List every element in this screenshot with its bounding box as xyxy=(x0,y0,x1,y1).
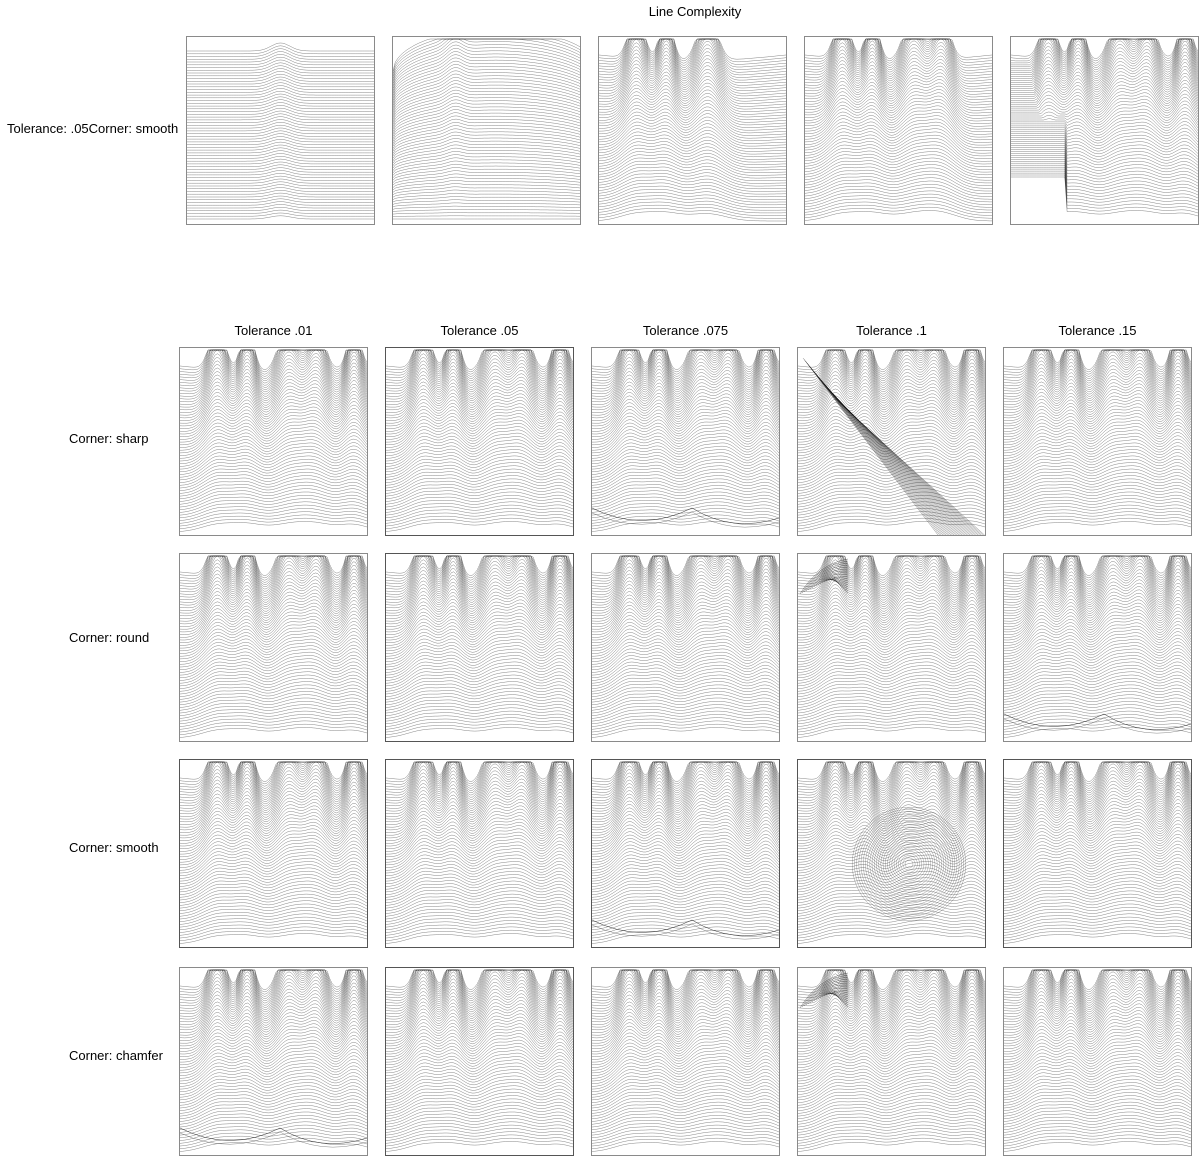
grid-panel-r3-c4 xyxy=(797,759,986,948)
grid-panel-r4-c5 xyxy=(1003,967,1192,1156)
top-panel-3 xyxy=(598,36,787,225)
grid-panel-r3-c2 xyxy=(385,759,574,948)
line-pattern-image xyxy=(1004,555,1191,738)
row-label-chamfer: Corner: chamfer xyxy=(69,1048,163,1063)
grid-panel-r4-c2 xyxy=(385,967,574,1156)
line-pattern-image xyxy=(386,349,573,532)
line-pattern-image xyxy=(386,555,573,738)
top-panel-5 xyxy=(1010,36,1199,225)
grid-panel-r4-c4 xyxy=(797,967,986,1156)
line-pattern-image xyxy=(1004,349,1191,532)
column-header-tolerance-05: Tolerance .05 xyxy=(440,323,519,338)
column-header-tolerance-1: Tolerance .1 xyxy=(856,323,927,338)
line-pattern-image xyxy=(180,761,367,944)
top-panel-4 xyxy=(804,36,993,225)
grid-panel-r1-c3 xyxy=(591,347,780,536)
grid-panel-r1-c4 xyxy=(797,347,986,536)
line-pattern-image xyxy=(393,38,580,220)
line-pattern-image xyxy=(180,349,367,532)
page-title: Line Complexity xyxy=(648,4,742,19)
row-label-round: Corner: round xyxy=(69,630,150,645)
grid-panel-r2-c5 xyxy=(1003,553,1192,742)
line-pattern-image xyxy=(1011,38,1198,217)
line-pattern-image xyxy=(798,349,985,535)
grid-panel-r1-c1 xyxy=(179,347,368,536)
grid-panel-r1-c2 xyxy=(385,347,574,536)
grid-panel-r3-c1 xyxy=(179,759,368,948)
line-pattern-image xyxy=(187,42,374,220)
grid-panel-r3-c3 xyxy=(591,759,780,948)
column-header-tolerance-075: Tolerance .075 xyxy=(642,323,729,338)
grid-panel-r2-c1 xyxy=(179,553,368,742)
grid-panel-r2-c2 xyxy=(385,553,574,742)
top-panel-1 xyxy=(186,36,375,225)
line-pattern-image xyxy=(599,38,786,222)
grid-panel-r2-c4 xyxy=(797,553,986,742)
line-pattern-image xyxy=(386,969,573,1152)
line-pattern-image xyxy=(592,761,779,944)
line-pattern-image xyxy=(798,555,985,738)
top-panel-2 xyxy=(392,36,581,225)
line-pattern-image xyxy=(798,969,985,1152)
top-row-label: Tolerance: .05Corner: smooth xyxy=(7,121,179,136)
grid-panel-r3-c5 xyxy=(1003,759,1192,948)
grid-panel-r4-c1 xyxy=(179,967,368,1156)
line-pattern-image xyxy=(592,969,779,1152)
line-pattern-image xyxy=(386,761,573,944)
line-pattern-image xyxy=(180,969,367,1152)
line-pattern-image xyxy=(592,555,779,738)
grid-panel-r1-c5 xyxy=(1003,347,1192,536)
column-header-tolerance-15: Tolerance .15 xyxy=(1058,323,1137,338)
grid-panel-r2-c3 xyxy=(591,553,780,742)
line-pattern-image xyxy=(805,38,992,222)
line-pattern-image xyxy=(798,761,985,944)
row-label-sharp: Corner: sharp xyxy=(69,431,149,446)
column-header-tolerance-01: Tolerance .01 xyxy=(234,323,313,338)
line-pattern-image xyxy=(1004,969,1191,1152)
grid-panel-r4-c3 xyxy=(591,967,780,1156)
line-pattern-image xyxy=(592,349,779,532)
line-pattern-image xyxy=(180,555,367,738)
line-pattern-image xyxy=(1004,761,1191,944)
row-label-smooth: Corner: smooth xyxy=(69,840,159,855)
